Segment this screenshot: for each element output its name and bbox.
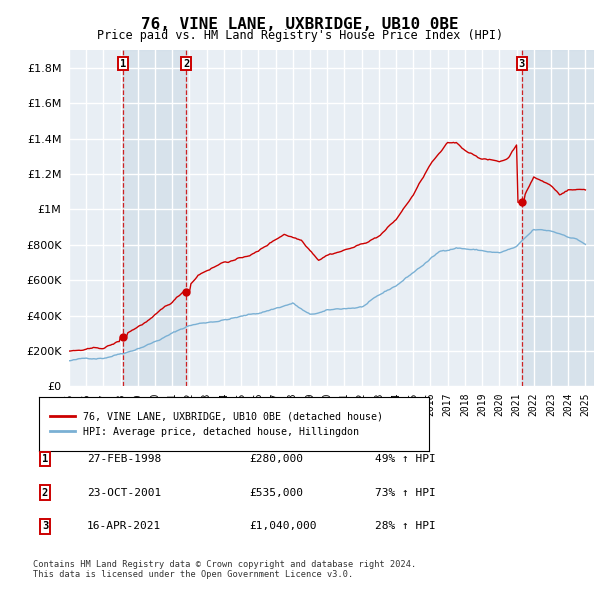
Text: 2: 2 <box>42 488 48 497</box>
Text: £535,000: £535,000 <box>249 488 303 497</box>
Text: 28% ↑ HPI: 28% ↑ HPI <box>375 522 436 531</box>
Bar <box>123 50 186 386</box>
Text: 3: 3 <box>518 58 524 68</box>
Text: 16-APR-2021: 16-APR-2021 <box>87 522 161 531</box>
Text: 23-OCT-2001: 23-OCT-2001 <box>87 488 161 497</box>
Text: 27-FEB-1998: 27-FEB-1998 <box>87 454 161 464</box>
Text: 76, VINE LANE, UXBRIDGE, UB10 0BE: 76, VINE LANE, UXBRIDGE, UB10 0BE <box>141 17 459 31</box>
Text: 2: 2 <box>183 58 190 68</box>
Text: Price paid vs. HM Land Registry's House Price Index (HPI): Price paid vs. HM Land Registry's House … <box>97 30 503 42</box>
Text: £280,000: £280,000 <box>249 454 303 464</box>
Text: 1: 1 <box>120 58 127 68</box>
Text: 1: 1 <box>42 454 48 464</box>
Text: Contains HM Land Registry data © Crown copyright and database right 2024.
This d: Contains HM Land Registry data © Crown c… <box>33 560 416 579</box>
Text: 3: 3 <box>42 522 48 531</box>
Text: £1,040,000: £1,040,000 <box>249 522 317 531</box>
Legend: 76, VINE LANE, UXBRIDGE, UB10 0BE (detached house), HPI: Average price, detached: 76, VINE LANE, UXBRIDGE, UB10 0BE (detac… <box>44 405 389 443</box>
Bar <box>521 50 594 386</box>
Text: 73% ↑ HPI: 73% ↑ HPI <box>375 488 436 497</box>
Text: 49% ↑ HPI: 49% ↑ HPI <box>375 454 436 464</box>
